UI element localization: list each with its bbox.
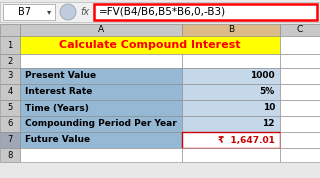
Bar [0, 24, 20, 36]
Text: 7: 7 [7, 135, 13, 145]
Text: Compounding Period Per Year: Compounding Period Per Year [25, 119, 177, 129]
Bar [280, 132, 320, 148]
Text: B: B [228, 25, 234, 35]
Text: Time (Years): Time (Years) [25, 103, 89, 112]
Text: 3: 3 [7, 72, 13, 80]
Text: A: A [98, 25, 104, 35]
Bar [20, 132, 182, 148]
Bar [0, 2, 320, 22]
Bar [182, 68, 280, 84]
Text: 5%: 5% [260, 88, 275, 96]
Text: 5: 5 [7, 103, 12, 112]
Text: 6: 6 [7, 119, 13, 129]
Bar [182, 132, 280, 148]
Text: Present Value: Present Value [25, 72, 96, 80]
Bar [0, 84, 20, 100]
Bar [0, 68, 20, 84]
Circle shape [60, 4, 76, 20]
Text: Interest Rate: Interest Rate [25, 88, 92, 96]
Bar [20, 116, 182, 132]
Text: Future Value: Future Value [25, 135, 90, 145]
Text: ₹  1,647.01: ₹ 1,647.01 [218, 135, 275, 145]
Text: 2: 2 [7, 56, 12, 66]
Bar [20, 36, 280, 54]
Text: Calculate Compound Interest: Calculate Compound Interest [59, 40, 241, 50]
Bar [0, 116, 20, 132]
Text: fx: fx [80, 7, 89, 17]
Text: 10: 10 [263, 103, 275, 112]
Bar [280, 24, 320, 36]
Bar [280, 100, 320, 116]
Text: 4: 4 [7, 88, 12, 96]
Bar [182, 116, 280, 132]
Bar [94, 4, 317, 20]
Bar [20, 54, 182, 68]
Bar [280, 116, 320, 132]
Text: =FV(B4/B6,B5*B6,0,-B3): =FV(B4/B6,B5*B6,0,-B3) [99, 7, 226, 17]
Bar [0, 132, 20, 148]
Bar [182, 54, 280, 68]
Text: 1: 1 [7, 41, 12, 49]
Bar [3, 4, 55, 20]
Bar [280, 84, 320, 100]
Text: 1000: 1000 [250, 72, 275, 80]
Bar [0, 54, 20, 68]
Bar [20, 84, 182, 100]
Bar [280, 36, 320, 54]
Bar [280, 148, 320, 162]
Bar [182, 24, 280, 36]
Text: 12: 12 [262, 119, 275, 129]
Bar [20, 68, 182, 84]
Bar [280, 54, 320, 68]
Bar [280, 68, 320, 84]
Bar [0, 100, 20, 116]
Bar [0, 24, 320, 36]
Bar [20, 148, 182, 162]
Bar [182, 148, 280, 162]
Bar [0, 148, 20, 162]
Bar [182, 84, 280, 100]
Bar [0, 36, 20, 54]
Bar [20, 24, 182, 36]
Text: ▾: ▾ [47, 7, 51, 17]
Bar [20, 100, 182, 116]
Text: B7: B7 [18, 7, 31, 17]
Text: 8: 8 [7, 151, 13, 159]
Text: C: C [297, 25, 303, 35]
Bar [182, 100, 280, 116]
